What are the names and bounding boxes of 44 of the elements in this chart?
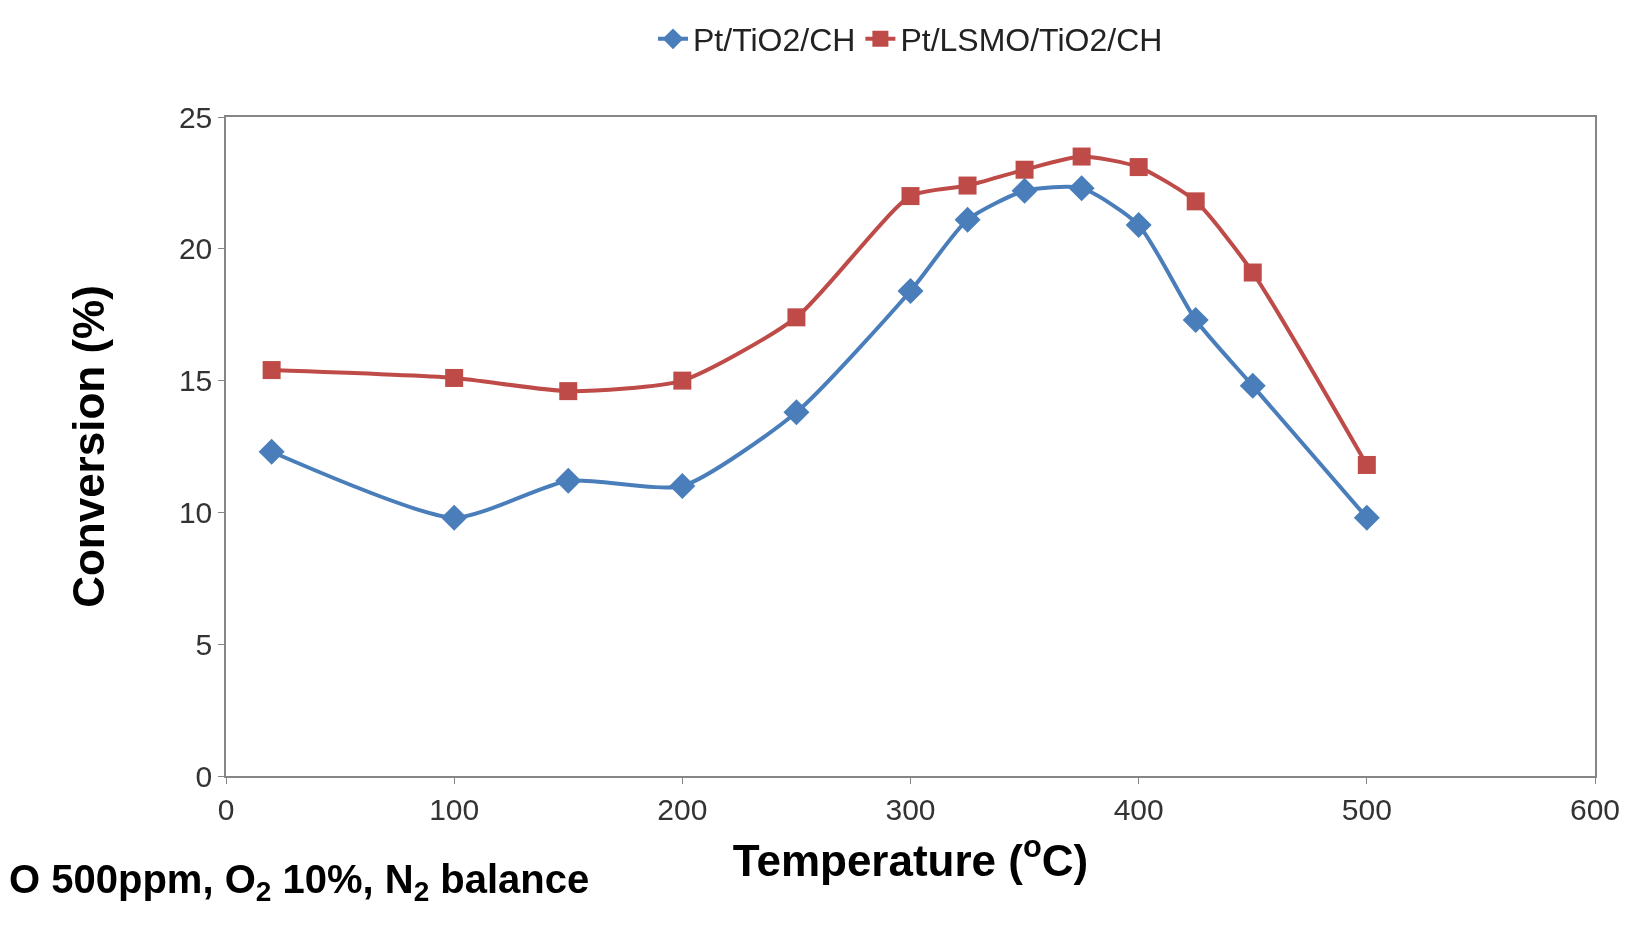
point	[1243, 263, 1262, 282]
point	[958, 176, 977, 195]
y-tick-label: 15	[178, 364, 213, 398]
x-tick-label: 0	[217, 792, 235, 826]
x-axis-title: Temperature ($^{o}$C)	[732, 829, 1089, 885]
x-tick-label: 500	[1341, 792, 1392, 826]
point	[954, 206, 981, 233]
point	[262, 361, 281, 380]
point	[1072, 147, 1091, 166]
y-tick-label: 0	[195, 759, 213, 793]
y-axis-title: Conversion (%)	[64, 285, 114, 608]
legend-label: Pt/LSMO/TiO2/CH	[900, 22, 1163, 59]
point	[559, 382, 578, 401]
y-tick-label: 25	[178, 100, 213, 134]
point	[673, 371, 692, 390]
point	[1239, 372, 1266, 399]
point	[787, 308, 806, 327]
y-tick-label: 5	[195, 627, 213, 661]
point	[445, 368, 464, 387]
point	[1357, 455, 1376, 474]
point	[783, 399, 810, 426]
text: O 500ppm, O$_{2}$ 10%, N$_{2}$ balance	[9, 857, 590, 908]
point	[441, 504, 468, 531]
point	[1353, 504, 1380, 531]
y-tick-label: 20	[178, 232, 213, 266]
point	[1068, 175, 1095, 202]
point	[897, 277, 924, 304]
point	[258, 438, 285, 465]
x-tick-label: 600	[1569, 792, 1621, 826]
point	[1182, 306, 1209, 333]
point	[1125, 212, 1152, 239]
x-tick-label: 400	[1113, 792, 1164, 826]
x-tick-label: 100	[429, 792, 480, 826]
point	[1129, 158, 1148, 177]
point	[901, 187, 920, 206]
y-tick-label: 10	[178, 495, 213, 529]
x-tick-label: 300	[885, 792, 936, 826]
point	[1015, 160, 1034, 179]
legend-label: Pt/TiO2/CH	[693, 22, 856, 59]
point	[1186, 192, 1205, 211]
point	[1011, 177, 1038, 204]
point	[669, 473, 696, 500]
point	[555, 467, 582, 494]
x-tick-label: 200	[657, 792, 708, 826]
